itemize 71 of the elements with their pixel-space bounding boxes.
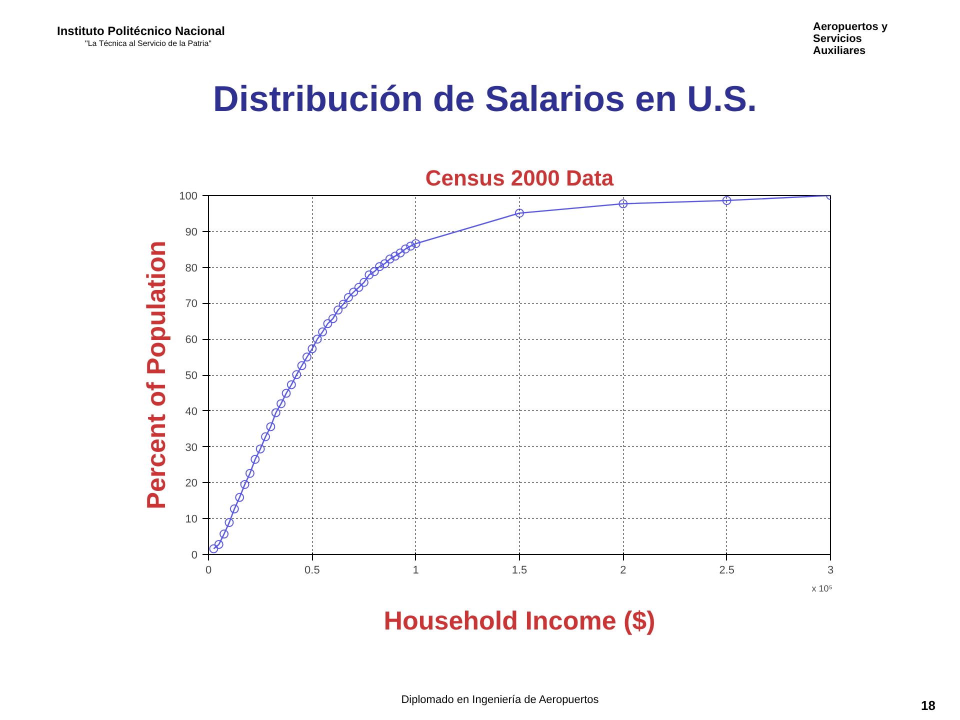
point [328,314,338,324]
point [722,196,732,206]
y-tick-label: 70 [185,298,198,310]
point [349,288,358,297]
point [250,454,260,464]
text: Diplomado en Ingeniería de Aeropuertos [401,694,599,706]
y-tick-label: 20 [185,478,198,490]
point [618,199,628,208]
x-tick-label: 0.5 [304,564,320,576]
point [370,267,379,276]
point [266,422,276,432]
point [282,388,291,398]
point [312,334,322,344]
point [515,208,524,218]
point [302,352,312,362]
point [230,504,239,514]
x-tick-label: 1 [412,564,419,576]
point [360,278,368,287]
chart-subtitle: Census 2000 Data [425,166,614,190]
x-tick-label: 2 [620,564,626,576]
y-tick-label: 80 [185,262,198,274]
y-tick-label: 60 [185,334,198,346]
point [286,380,296,390]
y-tick-label: 10 [185,514,198,526]
y-tick-label: 40 [185,406,198,418]
point [240,480,250,489]
y-axis-title: Percent of Population [141,240,172,510]
point [338,300,348,309]
y-tick-label: 50 [185,370,198,382]
point [396,248,405,258]
point [271,408,280,418]
point [364,270,374,280]
x-tick-label: 1.5 [512,564,528,576]
x-tick-label: 0 [205,564,212,576]
point [380,259,390,268]
point [209,544,218,554]
x-axis-title: Household Income ($) [384,606,656,636]
point [245,468,254,478]
point [406,242,416,251]
y-tick-label: 100 [179,190,198,202]
x-tick-label: 3 [827,564,834,576]
point [256,444,265,454]
point [390,252,400,261]
text: "La Técnica al Servicio de la Patria" [85,38,212,50]
x-tick-label: 2.5 [719,564,734,576]
point [354,282,364,292]
point [318,327,328,336]
y-tick-label: 0 [191,550,198,562]
point [308,344,317,354]
y-tick-label: 90 [185,226,198,238]
point [235,492,244,502]
text: x 10⁵ [812,584,833,594]
point [344,292,353,302]
text: Instituto Politécnico Nacional [57,23,226,40]
point [292,370,302,380]
point [334,306,343,315]
point [297,361,306,370]
point [261,432,270,442]
point [323,319,332,328]
point [385,254,394,264]
text: Aeropuertos y Servicios Auxiliares [813,21,889,57]
point [276,399,286,408]
point [411,239,420,248]
text: 18 [921,697,936,715]
chart-title: Distribución de Salarios en U.S. [212,77,758,121]
y-tick-label: 30 [185,442,198,454]
point [375,262,384,272]
point [224,518,234,528]
point [214,540,224,549]
point [400,244,410,254]
point [220,530,229,539]
